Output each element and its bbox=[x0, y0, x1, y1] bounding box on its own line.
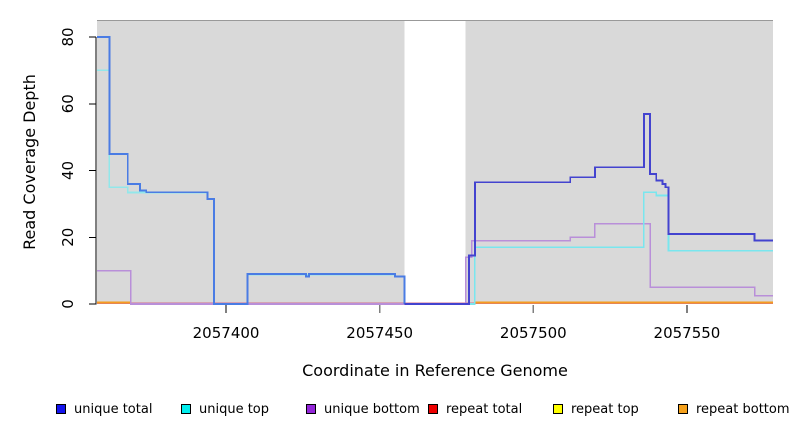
legend-swatch-unique-bottom bbox=[306, 404, 316, 414]
y-tick-label: 80 bbox=[59, 27, 77, 46]
legend-swatch-unique-top bbox=[181, 404, 191, 414]
y-tick-label: 40 bbox=[59, 161, 77, 180]
x-tick-label: 2057550 bbox=[654, 324, 721, 342]
y-tick-label: 0 bbox=[59, 299, 77, 309]
legend-swatch-repeat-top bbox=[553, 404, 563, 414]
legend-item-repeat-bottom: repeat bottom bbox=[678, 401, 790, 417]
y-tick-label: 60 bbox=[59, 94, 77, 113]
x-tick-label: 2057400 bbox=[193, 324, 260, 342]
shaded-panel-right-alignment-block bbox=[465, 20, 773, 304]
legend-label-unique-total: unique total bbox=[74, 401, 153, 417]
legend-label-unique-top: unique top bbox=[199, 401, 270, 417]
legend-swatch-repeat-bottom bbox=[678, 404, 688, 414]
shaded-panel-left-alignment-block bbox=[97, 20, 405, 304]
legend-swatch-unique-total bbox=[56, 404, 66, 414]
legend-label-repeat-top: repeat top bbox=[571, 401, 639, 417]
series-line-unique-total-seg1 bbox=[404, 112, 773, 305]
legend-item-unique-top: unique top bbox=[181, 401, 269, 417]
legend-item-repeat-total: repeat total bbox=[428, 401, 522, 417]
x-tick-label: 2057500 bbox=[500, 324, 567, 342]
legend-label-unique-bottom: unique bottom bbox=[324, 401, 420, 417]
legend-item-unique-total: unique total bbox=[56, 401, 152, 417]
legend-item-unique-bottom: unique bottom bbox=[306, 401, 420, 417]
legend-swatch-repeat-total bbox=[428, 404, 438, 414]
x-axis-title: Coordinate in Reference Genome bbox=[302, 361, 568, 380]
x-tick-label: 2057450 bbox=[346, 324, 413, 342]
legend-item-repeat-top: repeat top bbox=[553, 401, 639, 417]
legend: unique total unique top unique bottom re… bbox=[0, 398, 792, 422]
legend-label-repeat-total: repeat total bbox=[446, 401, 523, 417]
series-line-unique-total-seg0 bbox=[97, 36, 406, 305]
series-line-unique-bottom bbox=[97, 223, 773, 305]
y-axis-title: Read Coverage Depth bbox=[20, 74, 39, 250]
legend-label-repeat-bottom: repeat bottom bbox=[696, 401, 790, 417]
y-tick-label: 20 bbox=[59, 228, 77, 247]
